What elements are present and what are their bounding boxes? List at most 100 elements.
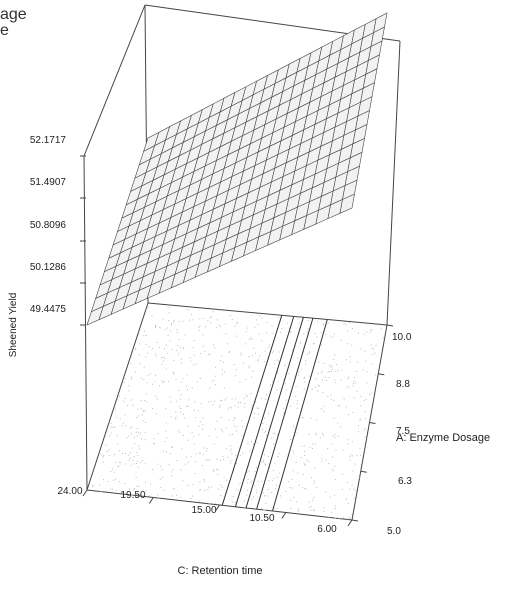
floor-dot [144, 463, 146, 465]
cropped-text-line-2: e [0, 22, 9, 39]
floor-dot [213, 379, 215, 381]
floor-dot [296, 423, 298, 425]
floor-dot [253, 347, 255, 349]
floor-dot [316, 487, 318, 489]
floor-dot [166, 327, 168, 329]
floor-dot [235, 502, 237, 503]
floor-dot [194, 409, 195, 411]
floor-dot [342, 473, 343, 475]
floor-dot [182, 435, 184, 436]
floor-dot [166, 451, 167, 453]
floor-dot [152, 469, 154, 470]
floor-dot [162, 382, 164, 384]
floor-dot [142, 420, 144, 422]
floor-dot [354, 463, 356, 465]
floor-dot [153, 443, 155, 445]
floor-dot [322, 392, 324, 393]
floor-dot [128, 390, 130, 392]
floor-dot [168, 306, 170, 308]
floor-dot [171, 323, 172, 324]
floor-dot [187, 425, 189, 427]
floor-dot [128, 459, 130, 461]
floor-dot [321, 433, 323, 434]
floor-dot [291, 487, 293, 489]
floor-dot [170, 330, 171, 332]
floor-dot [202, 454, 204, 456]
floor-dot [263, 432, 265, 434]
floor-dot [145, 356, 147, 358]
floor-dot [321, 458, 322, 460]
floor-dot [203, 447, 205, 449]
y-axis-ticks: 10.0 8.8 7.5 6.3 5.0 [351, 324, 412, 537]
floor-dot [198, 425, 200, 427]
floor-dot [213, 344, 214, 346]
floor-dot [144, 432, 146, 434]
floor-dot [277, 456, 279, 458]
floor-dot [365, 418, 367, 420]
floor-dot [239, 381, 241, 383]
floor-dot [359, 447, 361, 449]
floor-dot [116, 398, 118, 400]
floor-dot [348, 414, 349, 416]
floor-dot [138, 448, 140, 450]
floor-dot [266, 434, 267, 436]
floor-dot [363, 333, 365, 335]
floor-dot [320, 332, 322, 334]
floor-dot [172, 371, 174, 373]
x-tick-mark [148, 497, 154, 504]
floor-dot [230, 407, 232, 409]
floor-dot [235, 398, 237, 400]
floor-dot [210, 486, 212, 488]
floor-dot [107, 481, 109, 483]
floor-dot [118, 481, 120, 483]
floor-dot [295, 432, 297, 433]
floor-dot [287, 322, 288, 324]
floor-dot [263, 509, 265, 511]
floor-dot [166, 344, 167, 346]
floor-dot [220, 326, 221, 327]
floor-dot [310, 417, 312, 419]
floor-dot [180, 411, 182, 413]
floor-dot [301, 446, 303, 448]
floor-dot [329, 371, 330, 372]
floor-dot [256, 492, 258, 494]
floor-dot [127, 404, 129, 406]
floor-dot [329, 364, 331, 366]
floor-dot [360, 348, 362, 350]
floor-dot [334, 436, 336, 438]
floor-dot [142, 460, 143, 461]
floor-dot [156, 398, 158, 400]
floor-dot [317, 384, 319, 386]
floor-dot [220, 400, 222, 402]
floor-dot [250, 337, 252, 339]
floor-dot [226, 479, 228, 481]
floor-dot [306, 331, 308, 333]
floor-dot [160, 465, 162, 467]
floor-dot [274, 432, 276, 434]
floor-dot [258, 413, 260, 415]
floor-dot [277, 381, 279, 383]
floor-dot [323, 363, 325, 364]
floor-dot [215, 366, 217, 368]
floor-dot [113, 479, 114, 481]
floor-dot [322, 324, 324, 326]
floor-dot [246, 482, 248, 484]
floor-dot [124, 463, 126, 465]
floor-dot [191, 431, 193, 433]
floor-dot [343, 398, 345, 400]
floor-dot [191, 387, 193, 389]
x-tick-mark [215, 504, 220, 512]
floor-dot [251, 405, 253, 406]
floor-dot [308, 461, 310, 463]
z-tick-label: 49.4475 [30, 304, 67, 315]
floor-dot [151, 315, 153, 317]
floor-dot [140, 377, 142, 379]
x-tick-label: 6.00 [317, 524, 337, 535]
floor-dot [133, 456, 135, 458]
floor-dot [349, 361, 351, 363]
floor-dot [92, 486, 94, 488]
floor-dot [110, 422, 112, 424]
floor-dot [216, 420, 218, 422]
floor-dot [309, 351, 311, 353]
floor-dot [155, 413, 157, 415]
